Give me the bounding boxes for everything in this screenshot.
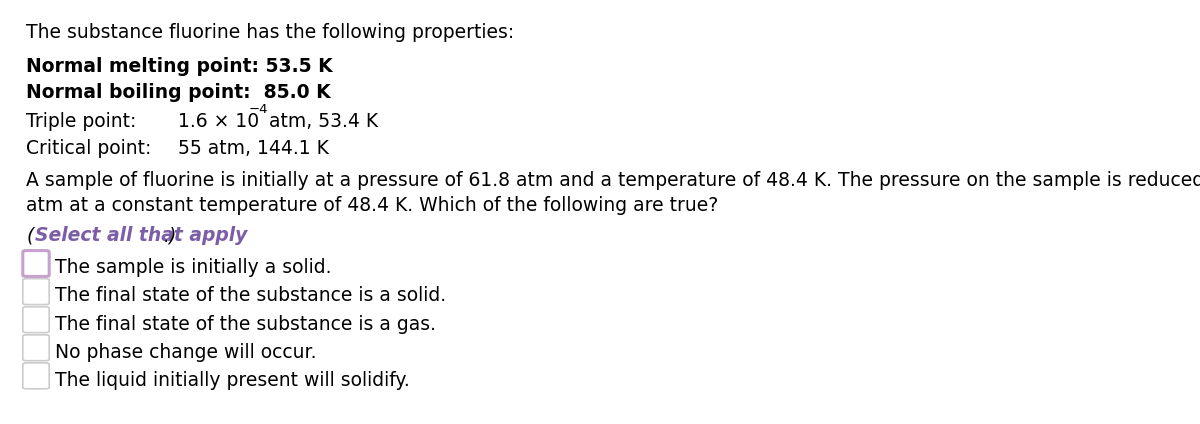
FancyBboxPatch shape [23, 363, 49, 389]
Text: The final state of the substance is a gas.: The final state of the substance is a ga… [55, 315, 437, 334]
Text: 1.6 × 10: 1.6 × 10 [178, 112, 259, 131]
Text: 55 atm, 144.1 K: 55 atm, 144.1 K [178, 139, 329, 158]
Text: Normal boiling point:  85.0 K: Normal boiling point: 85.0 K [26, 83, 331, 102]
Text: (: ( [26, 226, 34, 245]
Text: Triple point:: Triple point: [26, 112, 137, 131]
Text: The substance fluorine has the following properties:: The substance fluorine has the following… [26, 23, 515, 42]
FancyBboxPatch shape [23, 251, 49, 276]
Text: The final state of the substance is a solid.: The final state of the substance is a so… [55, 287, 446, 305]
FancyBboxPatch shape [23, 279, 49, 304]
Text: atm, 53.4 K: atm, 53.4 K [263, 112, 378, 131]
Text: The sample is initially a solid.: The sample is initially a solid. [55, 258, 331, 277]
Text: The liquid initially present will solidify.: The liquid initially present will solidi… [55, 371, 410, 390]
Text: −4: −4 [248, 103, 268, 116]
FancyBboxPatch shape [23, 335, 49, 361]
Text: Select all that apply: Select all that apply [36, 226, 247, 245]
Text: .): .) [163, 226, 178, 245]
Text: A sample of fluorine is initially at a pressure of 61.8 atm and a temperature of: A sample of fluorine is initially at a p… [26, 171, 1200, 190]
Text: Normal melting point: 53.5 K: Normal melting point: 53.5 K [26, 57, 334, 76]
Text: Critical point:: Critical point: [26, 139, 151, 158]
FancyBboxPatch shape [23, 307, 49, 332]
Text: atm at a constant temperature of 48.4 K. Which of the following are true?: atm at a constant temperature of 48.4 K.… [26, 196, 719, 215]
Text: No phase change will occur.: No phase change will occur. [55, 343, 317, 362]
